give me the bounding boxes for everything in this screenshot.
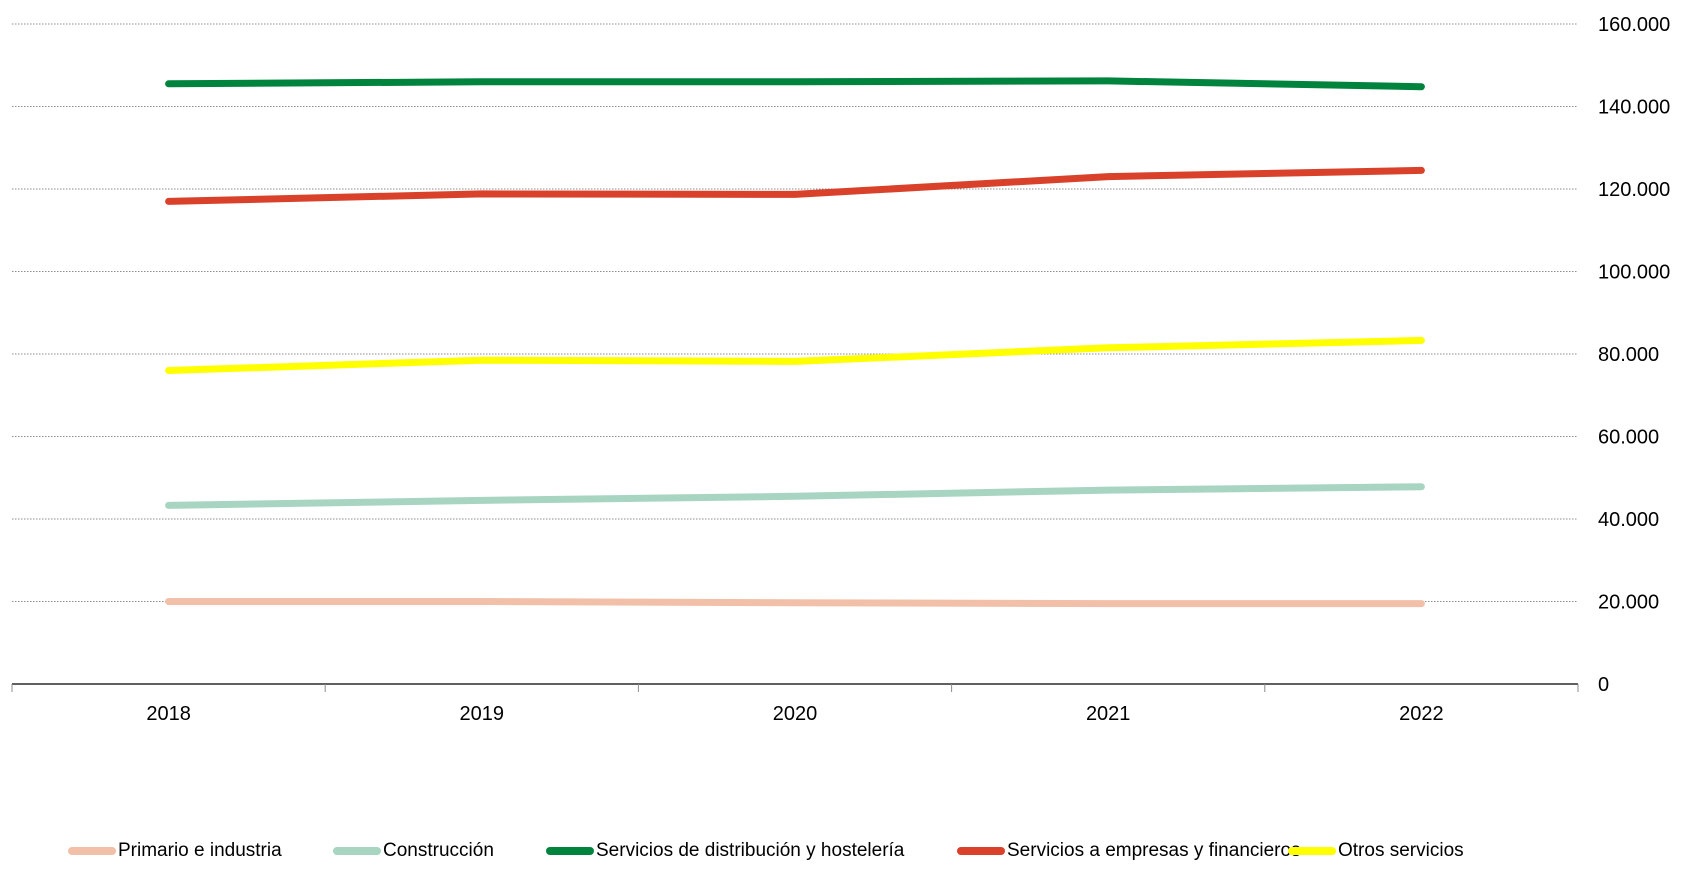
- series-line: [165, 598, 1425, 608]
- legend-item: Servicios de distribución y hostelería: [546, 836, 904, 866]
- legend-label: Otros servicios: [1338, 840, 1464, 861]
- legend-label: Construcción: [383, 840, 494, 861]
- y-tick-labels: 0 20.000 40.000 60.000 80.000 100.000 120.000 1…: [1598, 14, 1670, 696]
- y-tick-label: 100.000: [1598, 262, 1670, 284]
- x-tick-label: 2021: [1086, 703, 1131, 725]
- y-tick-label: 120.000: [1598, 179, 1670, 201]
- legend-label: Servicios a empresas y financieros: [1007, 840, 1301, 861]
- x-tick-label: 2022: [1399, 703, 1444, 725]
- series-line: [165, 483, 1425, 509]
- gridlines: [12, 23, 1578, 602]
- legend-item: Construcción: [333, 836, 494, 866]
- legend-label: Servicios de distribución y hostelería: [596, 840, 905, 861]
- legend-swatch: [333, 847, 381, 855]
- legend-swatch: [957, 847, 1005, 855]
- y-tick-label: 60.000: [1598, 427, 1659, 449]
- legend-item: Servicios a empresas y financieros: [957, 836, 1301, 866]
- x-tick-label: 2020: [773, 703, 818, 725]
- y-tick-label: 160.000: [1598, 14, 1670, 36]
- y-tick-label: 80.000: [1598, 344, 1659, 366]
- series-line: [165, 166, 1425, 205]
- legend-swatch: [1288, 847, 1336, 855]
- legend-item: Primario e industria: [68, 836, 282, 866]
- y-tick-label: 20.000: [1598, 592, 1659, 614]
- legend-swatch: [68, 847, 116, 855]
- series-lines: [165, 77, 1425, 608]
- x-axis: [11, 683, 1579, 692]
- y-tick-label: 40.000: [1598, 509, 1659, 531]
- x-tick-label: 2019: [460, 703, 505, 725]
- series-line: [165, 336, 1425, 374]
- x-tick-labels: 2018 2019 2020 2021 2022: [146, 703, 1443, 725]
- y-tick-label: 0: [1598, 674, 1609, 696]
- legend: Primario e industria Construcción Servicio…: [0, 836, 1685, 866]
- y-tick-label: 140.000: [1598, 97, 1670, 119]
- x-tick-label: 2018: [146, 703, 191, 725]
- legend-item: Otros servicios: [1288, 836, 1464, 866]
- legend-label: Primario e industria: [118, 840, 282, 861]
- series-line: [165, 77, 1425, 91]
- legend-swatch: [546, 847, 594, 855]
